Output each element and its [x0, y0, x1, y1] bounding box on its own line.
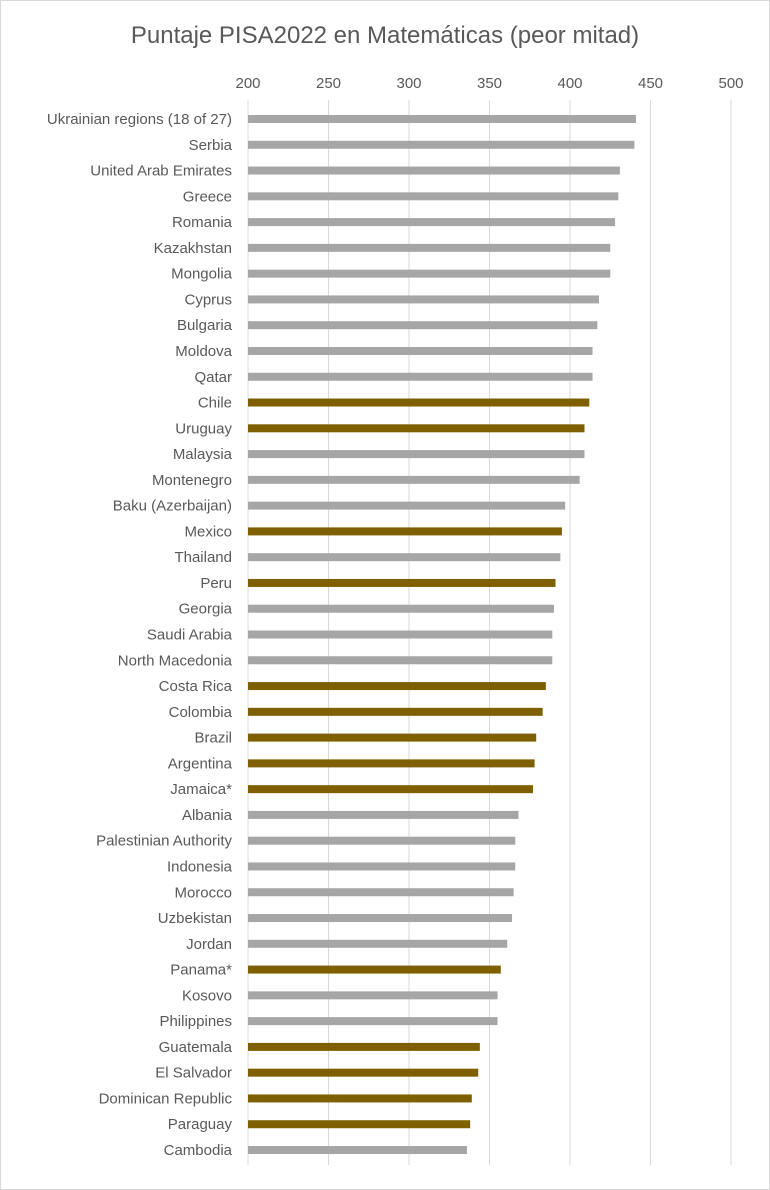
- bar-indonesia: [248, 862, 516, 871]
- bar-dominican-republic: [248, 1094, 472, 1103]
- bar-philippines: [248, 1017, 498, 1026]
- bar-chile: [248, 398, 590, 407]
- category-label: Thailand: [174, 549, 232, 566]
- category-label: Guatemala: [159, 1039, 233, 1056]
- bar-qatar: [248, 372, 593, 381]
- bar-saudi-arabia: [248, 630, 553, 639]
- bar-albania: [248, 810, 519, 819]
- x-tick-label: 450: [638, 75, 663, 92]
- bar-serbia: [248, 140, 635, 149]
- category-label: Georgia: [179, 601, 233, 618]
- bar-guatemala: [248, 1042, 480, 1051]
- x-tick-label: 500: [718, 75, 743, 92]
- bar-peru: [248, 578, 556, 587]
- category-label: Peru: [200, 575, 232, 592]
- x-tick-label: 300: [396, 75, 421, 92]
- category-label: Montenegro: [152, 472, 232, 489]
- category-label: Qatar: [194, 369, 232, 386]
- category-label: Palestinian Authority: [96, 833, 232, 850]
- category-label: Paraguay: [168, 1116, 233, 1133]
- category-label: Dominican Republic: [99, 1090, 233, 1107]
- bar-uruguay: [248, 424, 585, 433]
- category-label: North Macedonia: [118, 652, 233, 669]
- bar-thailand: [248, 553, 561, 562]
- category-label: Colombia: [169, 704, 233, 721]
- bar-cambodia: [248, 1146, 467, 1154]
- bar-romania: [248, 218, 616, 227]
- bar-panama-: [248, 965, 501, 974]
- category-label: Uruguay: [175, 420, 232, 437]
- category-label: Bulgaria: [177, 317, 233, 334]
- category-label: El Salvador: [155, 1065, 232, 1082]
- x-tick-label: 350: [477, 75, 502, 92]
- bar-ukrainian-regions-18-of-27-: [248, 115, 637, 123]
- bar-jordan: [248, 939, 508, 948]
- bar-palestinian-authority: [248, 836, 516, 845]
- category-label: Morocco: [174, 884, 232, 901]
- category-label: Saudi Arabia: [147, 627, 233, 644]
- bar-cyprus: [248, 295, 599, 304]
- category-label: Greece: [183, 188, 232, 205]
- bar-mongolia: [248, 269, 611, 278]
- bar-el-salvador: [248, 1068, 479, 1077]
- category-label: Mexico: [184, 523, 232, 540]
- category-label: Philippines: [159, 1013, 232, 1030]
- x-tick-label: 250: [316, 75, 341, 92]
- bar-argentina: [248, 759, 535, 768]
- bar-costa-rica: [248, 682, 546, 691]
- category-label: Argentina: [168, 755, 233, 772]
- bar-montenegro: [248, 475, 580, 484]
- category-label: Kazakhstan: [154, 240, 232, 257]
- category-label: Cyprus: [184, 291, 232, 308]
- bar-paraguay: [248, 1120, 471, 1129]
- category-label: Jordan: [186, 936, 232, 953]
- x-tick-label: 200: [235, 75, 260, 92]
- category-label: United Arab Emirates: [90, 163, 232, 180]
- chart-title: Puntaje PISA2022 en Matemáticas (peor mi…: [130, 22, 640, 49]
- bar-brazil: [248, 733, 537, 742]
- category-label: Ukrainian regions (18 of 27): [47, 111, 232, 128]
- category-label: Albania: [182, 807, 233, 824]
- bar-jamaica-: [248, 785, 533, 794]
- bar-greece: [248, 192, 619, 201]
- category-label: Cambodia: [164, 1142, 233, 1159]
- category-label: Serbia: [189, 137, 233, 154]
- bar-baku-azerbaijan-: [248, 501, 566, 510]
- bar-georgia: [248, 604, 554, 613]
- category-label: Jamaica*: [170, 781, 232, 798]
- category-label: Panama*: [170, 962, 232, 979]
- bar-bulgaria: [248, 321, 598, 330]
- bar-colombia: [248, 707, 543, 716]
- bar-united-arab-emirates: [248, 166, 620, 175]
- bar-morocco: [248, 888, 514, 897]
- category-label: Indonesia: [167, 858, 233, 875]
- category-label: Moldova: [175, 343, 232, 360]
- bar-kosovo: [248, 991, 498, 1000]
- bar-north-macedonia: [248, 656, 553, 665]
- category-label: Uzbekistan: [158, 910, 232, 927]
- category-label: Mongolia: [171, 266, 233, 283]
- bar-uzbekistan: [248, 914, 513, 923]
- bar-malaysia: [248, 450, 585, 459]
- bar-mexico: [248, 527, 562, 536]
- category-label: Baku (Azerbaijan): [113, 498, 232, 515]
- x-tick-label: 400: [557, 75, 582, 92]
- category-label: Malaysia: [173, 446, 233, 463]
- category-label: Brazil: [194, 730, 232, 747]
- bar-kazakhstan: [248, 243, 611, 252]
- category-label: Chile: [198, 395, 232, 412]
- category-label: Kosovo: [182, 987, 232, 1004]
- category-label: Costa Rica: [159, 678, 233, 695]
- category-label: Romania: [172, 214, 233, 231]
- bar-moldova: [248, 346, 593, 355]
